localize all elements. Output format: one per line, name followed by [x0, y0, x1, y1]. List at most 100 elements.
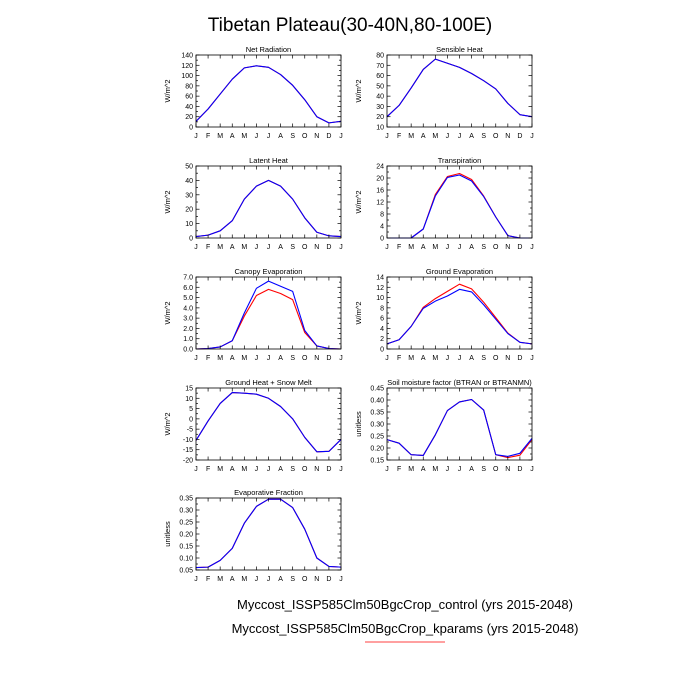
x-tick-label: M — [432, 133, 438, 140]
y-tick-label: 8 — [380, 305, 384, 312]
plot-frame — [386, 387, 533, 461]
panel-title: Soil moisture factor (BTRAN or BTRANMN) — [387, 378, 532, 387]
panel-title: Net Radiation — [246, 45, 291, 54]
y-tick-label: 15 — [185, 386, 193, 393]
y-tick-label: 50 — [185, 164, 193, 171]
x-tick-label: J — [339, 466, 343, 473]
x-tick-label: D — [517, 466, 522, 473]
x-tick-label: D — [517, 355, 522, 362]
y-tick-label: 80 — [185, 83, 193, 90]
y-tick-label: 10 — [376, 295, 384, 302]
y-tick-label: 6.0 — [183, 285, 193, 292]
x-tick-label: J — [446, 466, 450, 473]
y-tick-label: 20 — [185, 114, 193, 121]
y-tick-label: 60 — [185, 94, 193, 101]
x-tick-label: M — [432, 244, 438, 251]
x-tick-label: O — [493, 466, 499, 473]
x-tick-label: N — [314, 244, 319, 251]
y-tick-label: 0.25 — [179, 520, 193, 527]
x-tick-label: J — [255, 466, 259, 473]
x-tick-label: M — [408, 355, 414, 362]
x-tick-label: N — [505, 244, 510, 251]
y-tick-label: -5 — [187, 427, 193, 434]
x-tick-label: S — [290, 244, 295, 251]
y-tick-label: 0.20 — [179, 532, 193, 539]
x-tick-label: A — [278, 355, 283, 362]
series-line-kparams — [195, 179, 342, 238]
x-tick-label: S — [481, 244, 486, 251]
x-tick-label: N — [314, 355, 319, 362]
x-tick-label: J — [255, 244, 259, 251]
x-tick-label: N — [314, 133, 319, 140]
y-axis-label: W/m^2 — [354, 190, 363, 213]
panel-title: Sensible Heat — [436, 45, 484, 54]
y-tick-label: -10 — [183, 437, 193, 444]
x-tick-label: M — [241, 466, 247, 473]
x-tick-label: F — [206, 355, 210, 362]
x-tick-label: J — [385, 355, 389, 362]
x-tick-label: F — [397, 133, 401, 140]
x-tick-label: O — [302, 466, 308, 473]
series-line-kparams — [387, 172, 532, 239]
panel-title: Evaporative Fraction — [234, 488, 303, 497]
series-line-control — [195, 498, 342, 569]
x-tick-label: J — [255, 576, 259, 583]
panel-title: Transpiration — [438, 156, 482, 165]
series-line-control — [195, 280, 342, 350]
x-tick-label: M — [217, 466, 223, 473]
x-tick-label: F — [206, 244, 210, 251]
y-tick-label: 0.0 — [183, 347, 193, 354]
panel-title: Ground Heat + Snow Melt — [225, 378, 312, 387]
x-tick-label: J — [530, 244, 534, 251]
x-tick-label: J — [446, 244, 450, 251]
y-tick-label: 12 — [376, 200, 384, 207]
x-tick-label: A — [278, 133, 283, 140]
x-tick-label: S — [290, 133, 295, 140]
x-tick-label: A — [230, 244, 235, 251]
x-tick-label: A — [421, 355, 426, 362]
x-tick-label: J — [194, 576, 198, 583]
y-tick-label: 0.30 — [370, 422, 384, 429]
x-tick-label: F — [397, 244, 401, 251]
x-tick-label: A — [421, 466, 426, 473]
panel-title: Latent Heat — [249, 156, 289, 165]
y-tick-label: 0 — [380, 347, 384, 354]
x-tick-label: O — [302, 133, 308, 140]
plot-frame — [195, 276, 342, 350]
y-tick-label: 100 — [181, 73, 193, 80]
x-tick-label: M — [217, 244, 223, 251]
series-line-control — [387, 174, 532, 239]
x-tick-label: J — [267, 244, 271, 251]
series-line-kparams — [195, 498, 342, 569]
x-tick-label: J — [530, 466, 534, 473]
x-tick-label: O — [302, 355, 308, 362]
y-tick-label: 0.35 — [370, 410, 384, 417]
y-tick-label: 5 — [189, 406, 193, 413]
y-tick-label: 0 — [189, 125, 193, 132]
x-tick-label: N — [505, 466, 510, 473]
x-tick-label: M — [241, 244, 247, 251]
y-tick-label: 20 — [376, 176, 384, 183]
x-tick-label: M — [408, 466, 414, 473]
y-tick-label: 80 — [376, 53, 384, 60]
x-tick-label: J — [458, 355, 462, 362]
y-tick-label: 0.30 — [179, 508, 193, 515]
legend-entry-kparams: Myccost_ISSP585Clm50BgcCrop_kparams (yrs… — [232, 621, 579, 636]
plot-frame — [386, 276, 533, 350]
y-tick-label: 2 — [380, 336, 384, 343]
x-tick-label: J — [339, 355, 343, 362]
x-tick-label: M — [217, 576, 223, 583]
x-tick-label: M — [241, 133, 247, 140]
y-tick-label: 30 — [376, 104, 384, 111]
x-tick-label: J — [530, 355, 534, 362]
x-tick-label: F — [397, 466, 401, 473]
y-tick-label: 14 — [376, 275, 384, 282]
x-tick-label: A — [469, 466, 474, 473]
x-tick-label: M — [241, 355, 247, 362]
y-tick-label: 0.20 — [370, 446, 384, 453]
y-tick-label: 120 — [181, 63, 193, 70]
x-tick-label: O — [493, 244, 499, 251]
